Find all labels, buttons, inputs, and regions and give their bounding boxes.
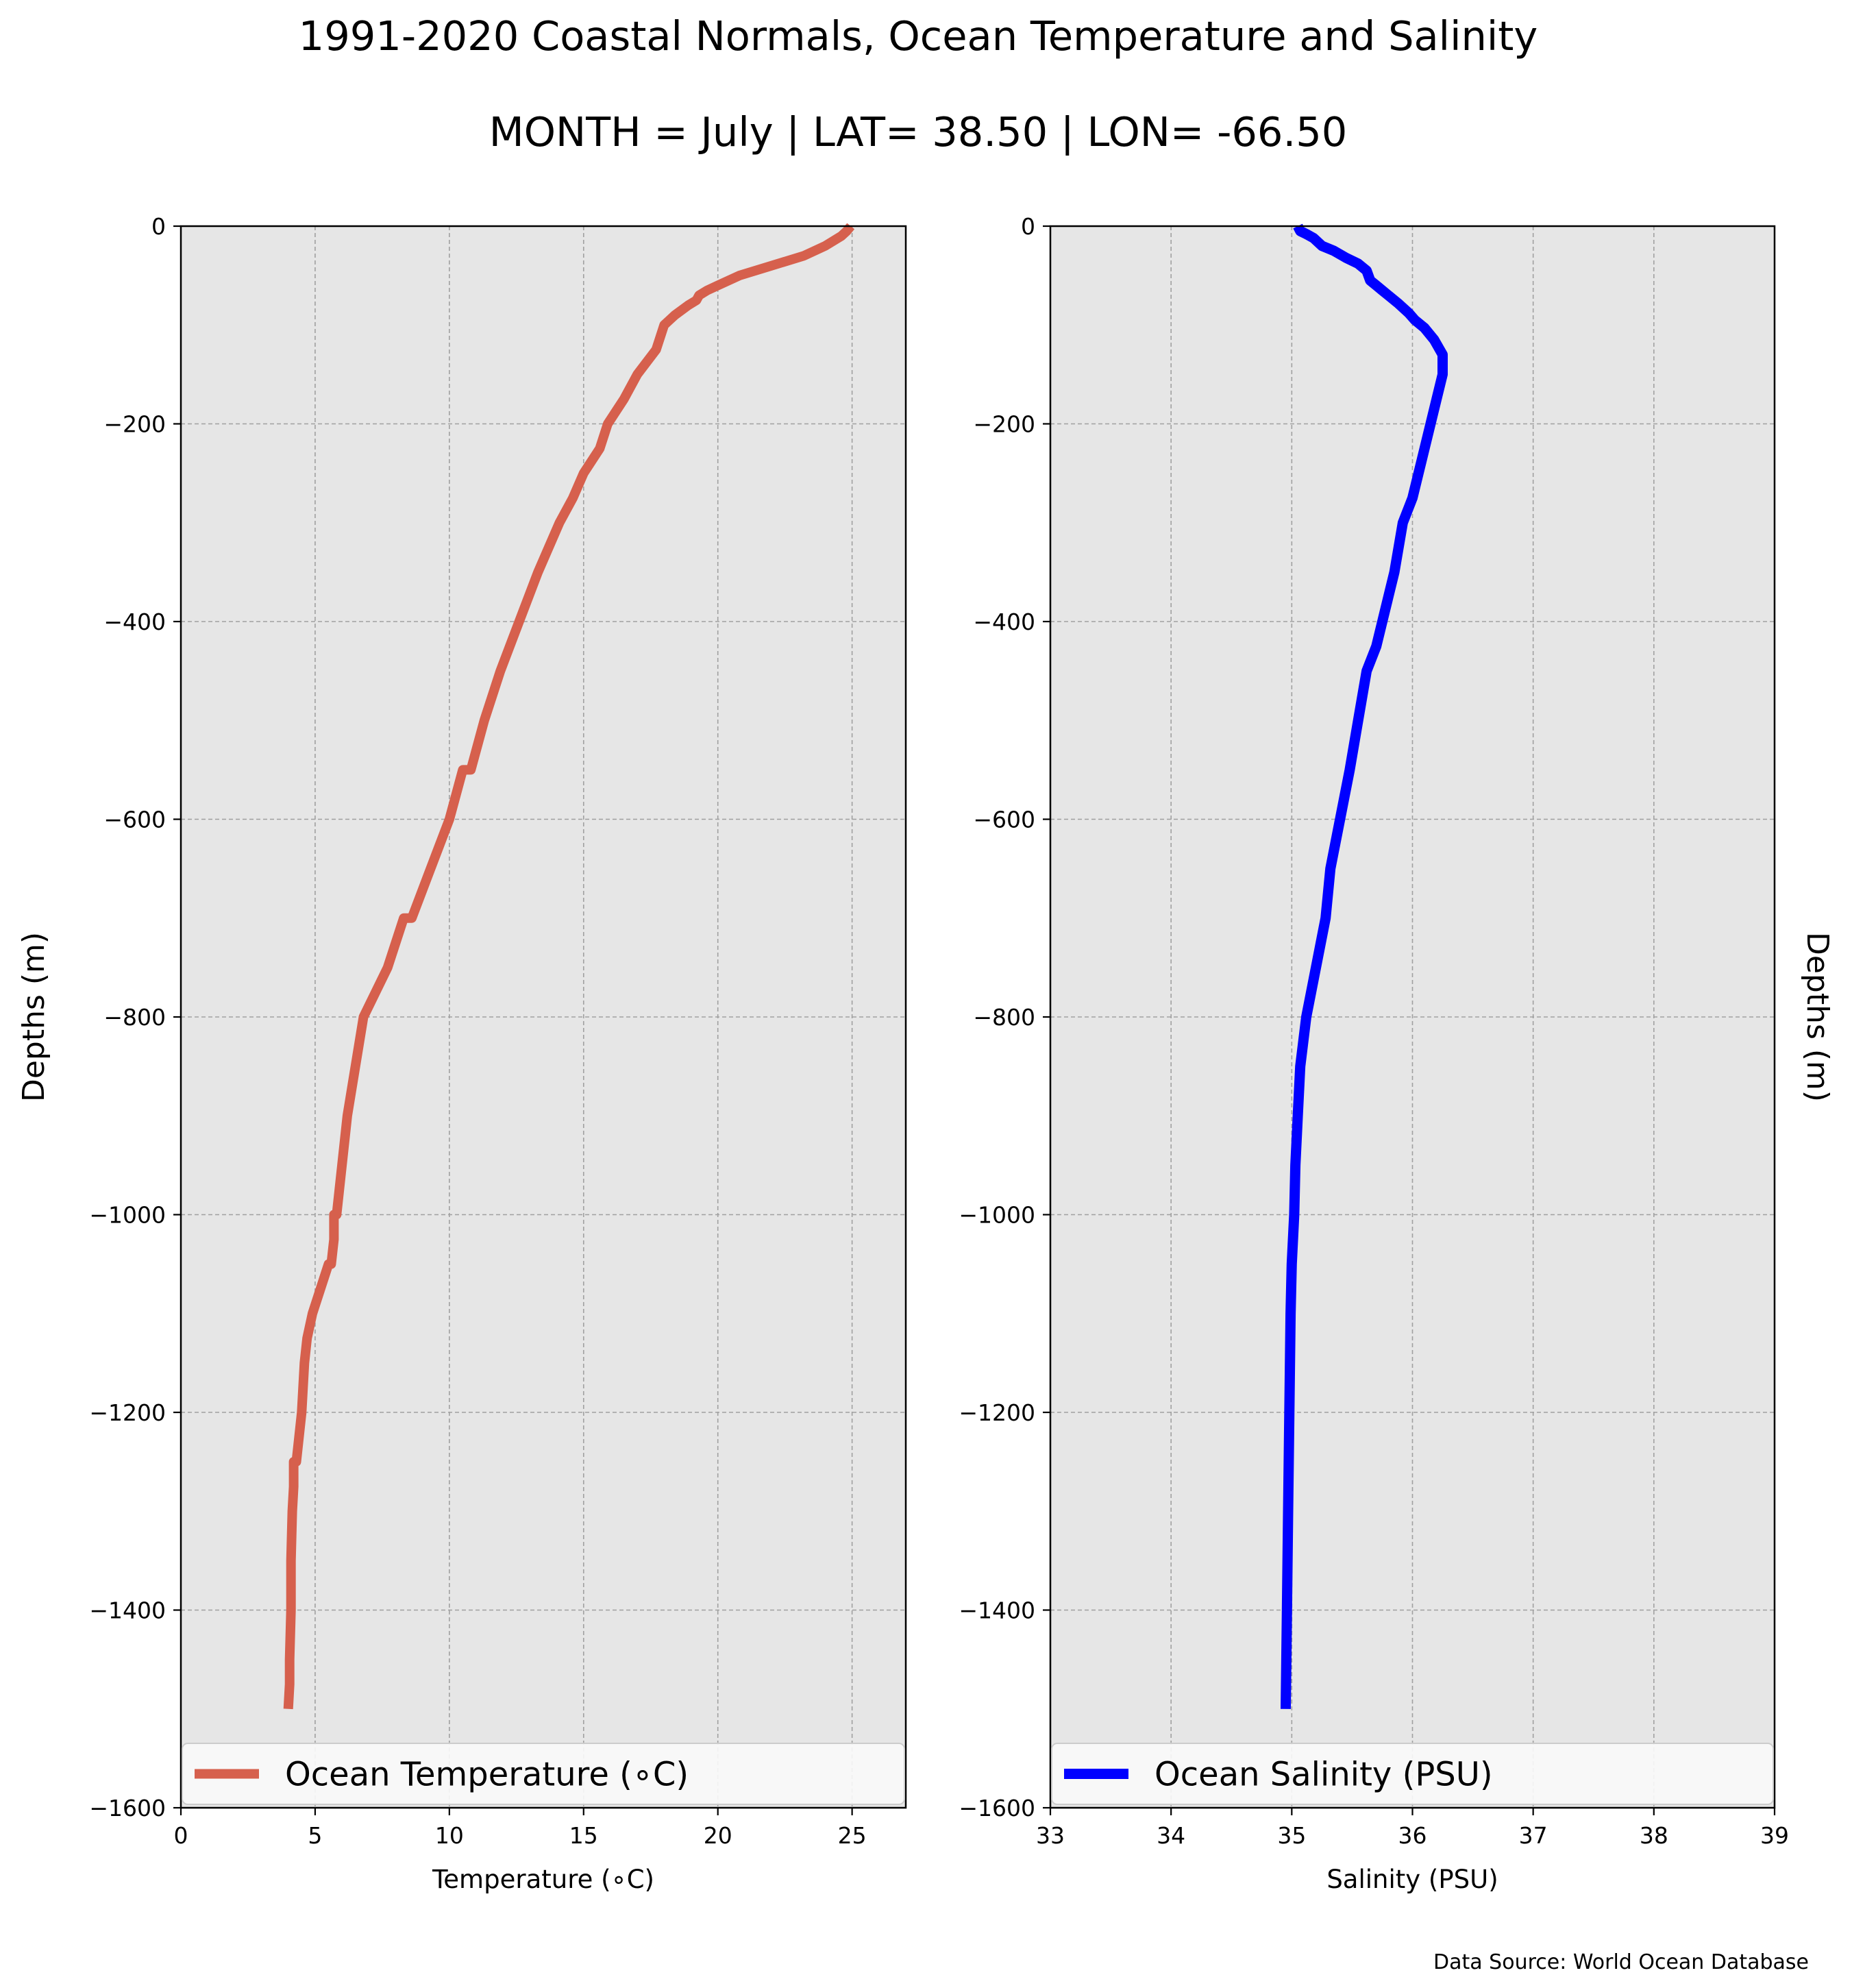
salinity-yaxis-label: Depths (m) [1800,932,1835,1102]
temperature-ytick-label: −600 [103,807,166,833]
temperature-xtick-label: 25 [838,1822,867,1849]
temperature-series-line [283,223,855,1710]
salinity-legend: Ocean Salinity (PSU) [1051,1743,1774,1805]
temperature-xtick-label: 5 [308,1822,322,1849]
temperature-ytick-label: −400 [103,609,166,635]
salinity-xtick-label: 38 [1640,1822,1668,1849]
salinity-xaxis-label: Salinity (PSU) [1326,1865,1498,1894]
salinity-ytick-label: −600 [973,807,1035,833]
temperature-ytick-label: −1400 [89,1597,166,1624]
temperature-ytick-label: −800 [103,1004,166,1031]
temperature-ytick-label: −200 [103,411,166,438]
salinity-ytick-label: −1400 [959,1597,1035,1624]
salinity-legend-box [1051,1743,1774,1805]
salinity-xtick-label: 36 [1398,1822,1427,1849]
salinity-xtick-label: 33 [1036,1822,1065,1849]
salinity-legend-label: Ocean Salinity (PSU) [1155,1756,1493,1794]
temperature-legend-box [182,1743,905,1805]
temperature-panel: 0 5 10 15 20 25 0 −200 −400 −600 −800 −1000 −1200 −14… [16,213,907,1894]
salinity-ytick-label: −1000 [959,1202,1035,1229]
temperature-legend: Ocean Temperature (∘C) [182,1743,905,1805]
salinity-ytick-label: −800 [973,1004,1035,1031]
temperature-xtick-label: 20 [704,1822,732,1849]
salinity-ytick-label: −1600 [959,1795,1035,1821]
temperature-ytick-label: −1000 [89,1202,166,1229]
salinity-xtick-label: 39 [1760,1822,1789,1849]
salinity-xtick-label: 35 [1277,1822,1306,1849]
figure-subtitle: MONTH = July | LAT= 38.50 | LON= -66.50 [489,108,1348,156]
salinity-series-line [1281,223,1448,1709]
temperature-ytick-label: −1600 [89,1795,166,1821]
salinity-ytick-label: 0 [1021,213,1035,240]
temperature-xaxis-label: Temperature (∘C) [432,1865,654,1894]
temperature-xtick-label: 15 [569,1822,598,1849]
salinity-ytick-label: −1200 [959,1399,1035,1426]
temperature-yaxis-label: Depths (m) [16,932,51,1102]
temperature-xtick-label: 0 [174,1822,188,1849]
temperature-legend-label: Ocean Temperature (∘C) [285,1756,689,1794]
temperature-xtick-label: 10 [435,1822,464,1849]
salinity-ytick-label: −200 [973,411,1035,438]
salinity-panel: 33 34 35 36 37 38 39 0 −200 −400 −600 −800 −1000 −120… [959,213,1835,1894]
temperature-ytick-label: 0 [151,213,166,240]
temperature-ytick-label: −1200 [89,1399,166,1426]
salinity-ytick-label: −400 [973,609,1035,635]
salinity-xtick-label: 37 [1519,1822,1548,1849]
data-source-note: Data Source: World Ocean Database [1433,1950,1809,1974]
figure-title: 1991-2020 Coastal Normals, Ocean Tempera… [299,12,1538,60]
salinity-xtick-label: 34 [1157,1822,1185,1849]
